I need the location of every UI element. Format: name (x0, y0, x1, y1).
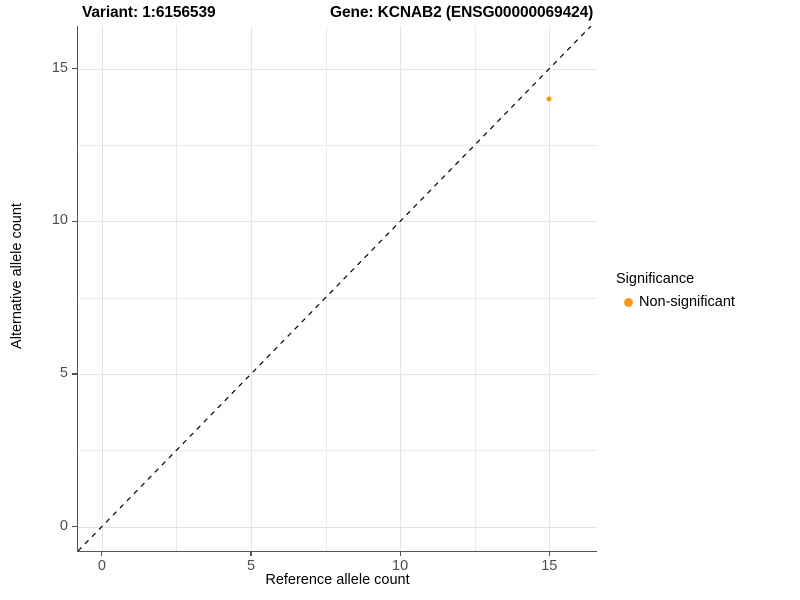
x-tick-label: 15 (541, 558, 558, 574)
gridline-horizontal-major (78, 221, 597, 223)
x-tick-label: 10 (392, 558, 409, 574)
legend-items: Non-significant (616, 292, 796, 312)
gridline-horizontal-major (78, 68, 597, 70)
y-axis-line (77, 26, 79, 552)
gridline-vertical-major (549, 26, 551, 551)
legend-title: Significance (616, 271, 695, 287)
gridline-vertical-minor (474, 26, 476, 551)
legend-item-label: Non-significant (639, 294, 735, 310)
chart-title-row: Variant: 1:6156539 Gene: KCNAB2 (ENSG000… (0, 4, 660, 26)
y-tick-label: 10 (51, 212, 68, 229)
y-tick-label: 0 (59, 517, 68, 534)
x-tick-mark (399, 551, 401, 556)
gridline-horizontal-major (78, 526, 597, 528)
y-tick-mark (72, 525, 77, 528)
y-tick-label: 15 (51, 59, 68, 76)
plot-panel (78, 26, 597, 551)
legend: Significance Non-significant (616, 270, 796, 312)
gridline-horizontal-major (78, 373, 597, 375)
x-axis-line (77, 550, 597, 552)
gridline-horizontal-minor (78, 450, 597, 452)
x-tick-mark (548, 551, 550, 556)
y-tick-mark (72, 373, 77, 375)
variant-title: Variant: 1:6156539 (82, 4, 216, 21)
gridline-vertical-major (101, 26, 103, 551)
legend-key-dot-icon (624, 297, 633, 307)
identity-reference-line (78, 26, 597, 551)
gridline-vertical-major (400, 26, 402, 551)
x-tick-label: 0 (97, 558, 106, 574)
x-tick-mark (250, 551, 252, 556)
x-tick-mark (101, 551, 103, 556)
gene-title: Gene: KCNAB2 (ENSG00000069424) (330, 4, 594, 21)
x-tick-label: 5 (246, 558, 256, 574)
legend-item[interactable]: Non-significant (616, 292, 796, 312)
gridline-horizontal-minor (78, 145, 597, 147)
y-tick-label: 5 (59, 364, 68, 381)
y-axis-title-text: Alternative allele count (9, 202, 25, 349)
y-tick-mark (72, 68, 77, 70)
x-axis-title: Reference allele count (265, 572, 410, 588)
gridline-vertical-minor (176, 26, 178, 551)
y-tick-mark (72, 220, 77, 222)
gridline-vertical-major (251, 26, 252, 551)
data-point (546, 96, 552, 102)
y-axis-title: Alternative allele count (4, 0, 30, 551)
gridline-vertical-minor (325, 26, 327, 551)
gridline-horizontal-minor (78, 297, 597, 299)
